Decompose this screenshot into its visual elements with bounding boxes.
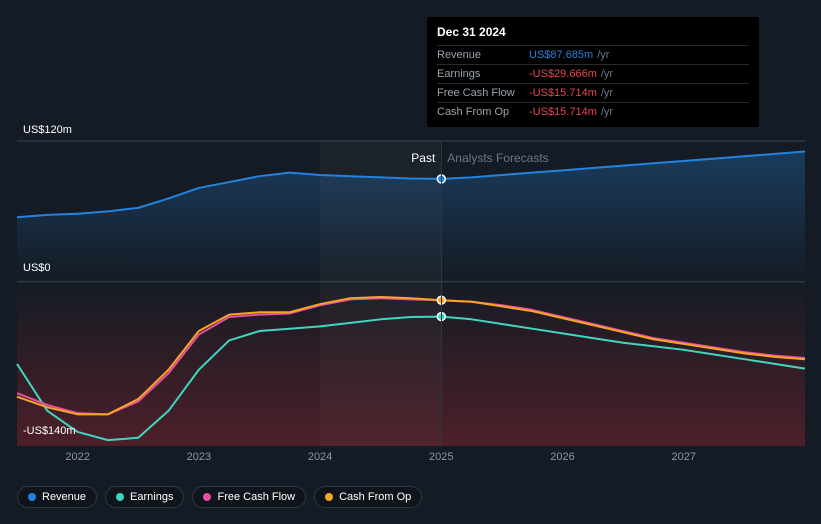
x-tick-label: 2024	[308, 451, 332, 463]
chart-svg	[17, 141, 805, 446]
tooltip-row-value: -US$29.666m	[529, 66, 597, 82]
tooltip-row-label: Free Cash Flow	[437, 85, 529, 101]
legend-label: Earnings	[130, 491, 173, 503]
tooltip-row-label: Cash From Op	[437, 104, 529, 120]
x-tick-label: 2026	[550, 451, 574, 463]
tooltip-row: Cash From Op-US$15.714m/yr	[437, 102, 749, 121]
legend-label: Free Cash Flow	[217, 491, 295, 503]
legend-item-fcf[interactable]: Free Cash Flow	[192, 486, 306, 508]
tooltip-row-unit: /yr	[601, 85, 613, 101]
tooltip-row-value: -US$15.714m	[529, 104, 597, 120]
financial-chart: Dec 31 2024 RevenueUS$87.685m/yrEarnings…	[0, 0, 821, 524]
y-tick-label: -US$140m	[23, 425, 76, 437]
past-forecast-divider	[441, 141, 442, 446]
tooltip-row: Free Cash Flow-US$15.714m/yr	[437, 83, 749, 102]
tooltip-row-value: -US$15.714m	[529, 85, 597, 101]
past-label: Past	[411, 151, 435, 165]
forecast-label: Analysts Forecasts	[447, 151, 548, 165]
tooltip-row-label: Revenue	[437, 47, 529, 63]
plot-area[interactable]: Past Analysts Forecasts	[17, 141, 805, 446]
y-tick-label: US$120m	[23, 124, 72, 136]
chart-tooltip: Dec 31 2024 RevenueUS$87.685m/yrEarnings…	[427, 17, 759, 127]
x-tick-label: 2023	[187, 451, 211, 463]
tooltip-row: RevenueUS$87.685m/yr	[437, 45, 749, 64]
legend-swatch	[203, 493, 211, 501]
legend-swatch	[116, 493, 124, 501]
y-tick-label: US$0	[23, 262, 51, 274]
tooltip-date: Dec 31 2024	[437, 23, 749, 45]
x-tick-label: 2027	[672, 451, 696, 463]
tooltip-row-label: Earnings	[437, 66, 529, 82]
tooltip-row: Earnings-US$29.666m/yr	[437, 64, 749, 83]
tooltip-row-unit: /yr	[597, 47, 609, 63]
tooltip-row-unit: /yr	[601, 66, 613, 82]
legend-item-cfo[interactable]: Cash From Op	[314, 486, 422, 508]
legend-label: Revenue	[42, 491, 86, 503]
x-tick-label: 2022	[65, 451, 89, 463]
x-tick-label: 2025	[429, 451, 453, 463]
tooltip-row-value: US$87.685m	[529, 47, 593, 63]
legend-swatch	[28, 493, 36, 501]
legend-swatch	[325, 493, 333, 501]
legend-item-revenue[interactable]: Revenue	[17, 486, 97, 508]
legend-label: Cash From Op	[339, 491, 411, 503]
legend: Revenue Earnings Free Cash Flow Cash From O…	[17, 486, 422, 508]
legend-item-earnings[interactable]: Earnings	[105, 486, 184, 508]
tooltip-row-unit: /yr	[601, 104, 613, 120]
